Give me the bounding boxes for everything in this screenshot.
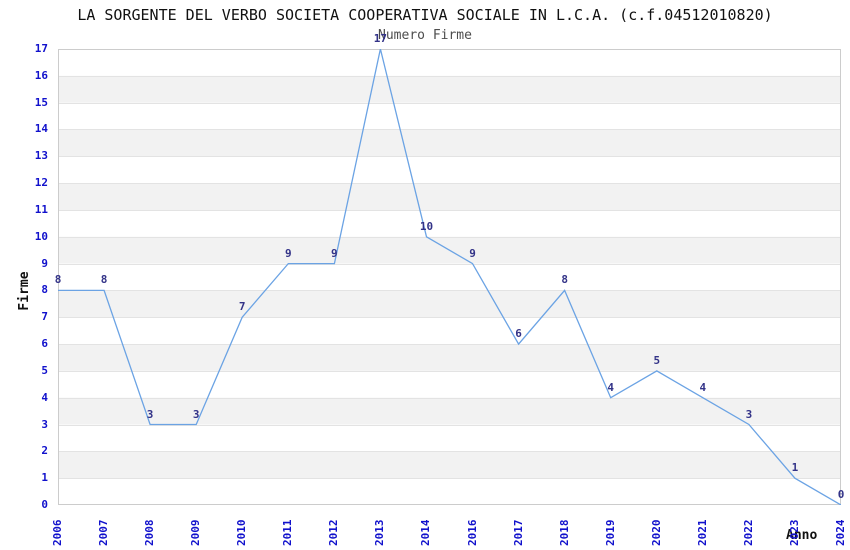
data-point-label: 0 xyxy=(837,488,845,501)
grid-band xyxy=(58,183,841,210)
x-tick-label: 2007 xyxy=(97,519,111,547)
data-point-label: 8 xyxy=(561,273,568,287)
series-line xyxy=(58,49,841,505)
x-tick-label: 2021 xyxy=(695,519,709,547)
y-tick-label: 0 xyxy=(41,498,48,511)
plot-border xyxy=(58,49,841,505)
y-tick-label: 1 xyxy=(41,471,48,485)
data-point-label: 8 xyxy=(100,273,108,287)
chart-title: LA SORGENTE DEL VERBO SOCIETA COOPERATIV… xyxy=(77,6,773,24)
x-tick-label: 2010 xyxy=(235,519,249,547)
y-tick-label: 12 xyxy=(34,176,48,190)
y-tick-label: 17 xyxy=(34,42,48,55)
data-point-label: 5 xyxy=(653,353,661,367)
x-tick-label: 2008 xyxy=(143,519,157,547)
x-tick-label: 2019 xyxy=(603,519,617,547)
plot-area xyxy=(58,49,841,505)
data-point-label: 7 xyxy=(238,300,246,314)
y-tick-label: 9 xyxy=(41,256,48,270)
x-tick-label: 2017 xyxy=(511,519,525,547)
x-tick-label: 2018 xyxy=(557,519,571,547)
data-point-label: 8 xyxy=(54,273,62,287)
data-point-label: 4 xyxy=(699,380,707,394)
y-tick-label: 2 xyxy=(41,444,48,458)
x-tick-label: 2016 xyxy=(465,519,479,547)
y-tick-label: 16 xyxy=(34,68,48,82)
data-point-label: 3 xyxy=(745,407,753,421)
data-point-label: 17 xyxy=(373,32,388,45)
grid-band xyxy=(58,344,841,371)
x-tick-label: 2014 xyxy=(419,519,433,547)
data-point-label: 1 xyxy=(791,461,799,475)
y-tick-label: 10 xyxy=(34,229,48,243)
grid-band xyxy=(58,451,841,479)
y-tick-label: 11 xyxy=(34,202,48,216)
data-point-label: 3 xyxy=(192,407,200,421)
y-tick-label: 5 xyxy=(41,363,48,377)
grid-band xyxy=(58,290,841,318)
x-tick-label: 2011 xyxy=(281,519,295,547)
y-tick-label: 15 xyxy=(34,95,48,109)
data-point-label: 9 xyxy=(331,246,338,260)
grid-band xyxy=(58,75,841,103)
y-tick-label: 8 xyxy=(41,283,48,297)
data-point-label: 9 xyxy=(469,246,476,260)
data-point-label: 6 xyxy=(515,327,522,341)
x-tick-label: 2023 xyxy=(787,519,801,547)
x-tick-label: 2009 xyxy=(189,519,203,547)
data-point-label: 10 xyxy=(419,219,434,233)
plot-svg xyxy=(58,49,841,505)
x-tick-label: 2024 xyxy=(834,519,847,547)
x-tick-label: 2013 xyxy=(373,519,387,547)
grid-band xyxy=(58,129,841,157)
x-tick-label: 2022 xyxy=(741,519,755,547)
x-tick-label: 2020 xyxy=(649,519,663,547)
y-tick-label: 6 xyxy=(41,337,48,351)
data-point-label: 4 xyxy=(607,380,615,394)
y-tick-label: 14 xyxy=(34,122,48,136)
chart-subtitle: Numero Firme xyxy=(378,28,472,43)
x-tick-label: 2006 xyxy=(51,519,64,547)
y-tick-label: 13 xyxy=(34,149,48,163)
data-point-label: 3 xyxy=(146,407,154,421)
y-tick-label: 4 xyxy=(41,390,48,404)
x-tick-label: 2012 xyxy=(327,519,341,547)
y-tick-label: 7 xyxy=(41,310,48,324)
y-tick-label: 3 xyxy=(41,417,48,431)
x-axis-title: Anno xyxy=(786,528,818,543)
data-point-label: 9 xyxy=(284,246,292,260)
